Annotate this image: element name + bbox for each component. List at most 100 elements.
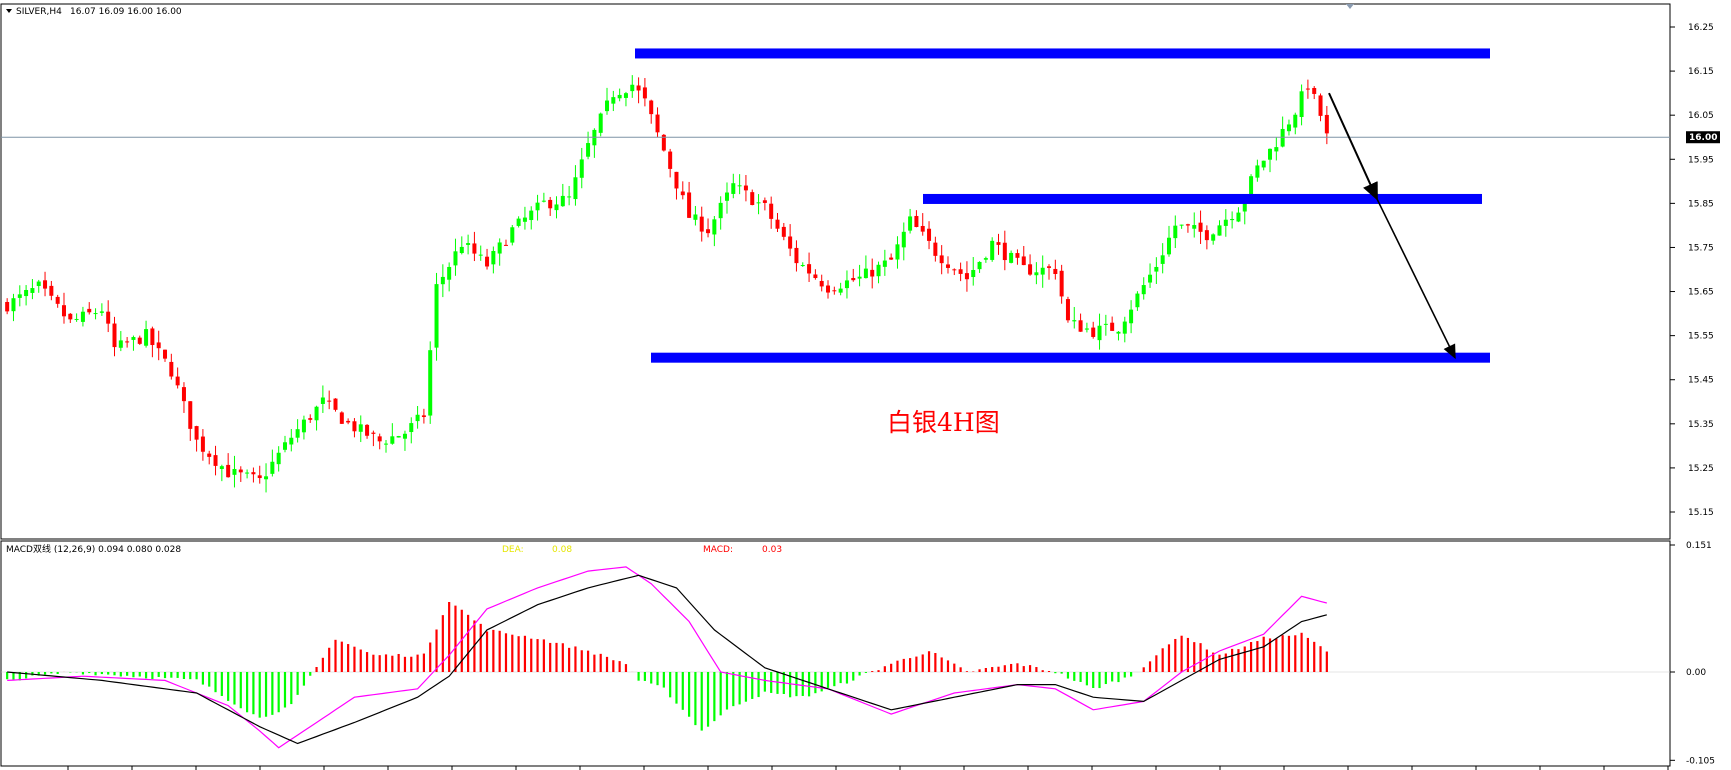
candle-body	[402, 433, 407, 439]
level-line[interactable]	[923, 193, 1482, 204]
candle-body	[775, 219, 780, 229]
macd-panel[interactable]	[0, 540, 1671, 767]
candle-body	[314, 406, 319, 421]
candle-body	[586, 143, 591, 157]
candle-body	[605, 100, 610, 112]
price-tick-label: 16.15	[1688, 67, 1714, 77]
candle-body	[668, 151, 673, 169]
macd-signal-line	[7, 574, 1327, 745]
candle-body	[1065, 299, 1070, 321]
macd-layer	[1, 566, 1670, 749]
candle-body	[939, 255, 944, 264]
candle-body	[554, 204, 559, 211]
price-tick-label: 15.35	[1688, 420, 1714, 430]
candle-body	[712, 219, 717, 235]
dea-label: DEA:	[502, 545, 524, 555]
candle-body	[762, 200, 767, 203]
candle-body	[276, 452, 281, 465]
candle-body	[1192, 225, 1197, 229]
candle-body	[61, 305, 66, 317]
candle-body	[106, 311, 111, 324]
macd-axis[interactable]: 0.151 0.00 -0.105	[1670, 541, 1715, 766]
candle-body	[320, 397, 325, 404]
candle-body	[623, 93, 628, 98]
candle-body	[914, 215, 919, 227]
candle-body	[1305, 88, 1310, 90]
candle-body	[333, 398, 338, 410]
candle-body	[649, 100, 654, 115]
candle-body	[952, 269, 957, 271]
dropdown-triangle-icon[interactable]	[6, 9, 12, 13]
candle-body	[674, 171, 679, 189]
candle-body	[1286, 124, 1291, 132]
level-line[interactable]	[635, 48, 1490, 59]
time-axis[interactable]	[67, 766, 1669, 770]
candle-body	[68, 313, 73, 320]
candle-body	[889, 257, 894, 260]
macd-tick-label: -0.105	[1686, 756, 1715, 766]
candle-body	[384, 443, 389, 445]
candle-body	[485, 256, 490, 267]
candle-body	[175, 376, 180, 386]
candle-body	[1097, 325, 1102, 341]
candle-body	[327, 400, 332, 402]
candle-body	[188, 401, 193, 429]
candle-body	[832, 290, 837, 292]
candle-body	[295, 429, 300, 438]
price-axis[interactable]: 16.25 16.15 16.05 15.95 15.85 15.75 15.65 15.55…	[1670, 23, 1720, 518]
candle-body	[826, 285, 831, 293]
candle-body	[655, 114, 660, 133]
candle-body	[144, 329, 149, 346]
candle-body	[699, 216, 704, 232]
candle-body	[1293, 114, 1298, 128]
candle-body	[743, 185, 748, 191]
candle-body	[844, 280, 849, 289]
candle-body	[55, 296, 60, 304]
chart-shift-marker-icon[interactable]	[1346, 4, 1354, 9]
candle-body	[503, 244, 508, 246]
candle-body	[440, 276, 445, 285]
candle-body	[1204, 230, 1209, 241]
candle-body	[232, 469, 237, 475]
candles-layer	[1, 75, 1670, 493]
candle-body	[990, 240, 995, 260]
candle-body	[769, 203, 774, 219]
candle-body	[964, 273, 969, 280]
candle-body	[131, 337, 136, 340]
candle-body	[687, 192, 692, 218]
candle-body	[857, 276, 862, 279]
price-tick-label: 15.15	[1688, 508, 1714, 518]
candle-body	[251, 472, 256, 475]
candle-body	[1312, 87, 1317, 94]
candle-body	[642, 87, 647, 99]
price-tick-label: 15.55	[1688, 332, 1714, 342]
candle-body	[1179, 224, 1184, 226]
main-chart-panel[interactable]	[0, 3, 1671, 540]
ohlc-readout: 16.07 16.09 16.00 16.00	[70, 7, 182, 17]
candle-body	[5, 301, 10, 312]
candle-body	[800, 265, 805, 267]
candle-body	[118, 340, 123, 348]
candle-body	[87, 308, 92, 313]
projection-arrows-layer	[1328, 92, 1456, 360]
candle-body	[718, 202, 723, 219]
level-line[interactable]	[651, 352, 1490, 363]
candle-body	[24, 290, 29, 297]
candle-body	[1116, 331, 1121, 334]
candle-body	[1268, 148, 1273, 160]
candle-body	[409, 423, 414, 433]
candle-body	[794, 247, 799, 264]
candle-body	[1141, 285, 1146, 295]
candle-body	[1053, 268, 1058, 275]
candle-body	[226, 464, 231, 478]
price-tick-label: 16.05	[1688, 111, 1714, 121]
candle-body	[11, 298, 16, 312]
candle-body	[207, 453, 212, 457]
projection-arrow	[1376, 198, 1456, 360]
candle-body	[43, 280, 48, 289]
candle-body	[1154, 266, 1159, 272]
candle-body	[308, 418, 313, 420]
candle-body	[876, 264, 881, 277]
candle-body	[371, 432, 376, 434]
